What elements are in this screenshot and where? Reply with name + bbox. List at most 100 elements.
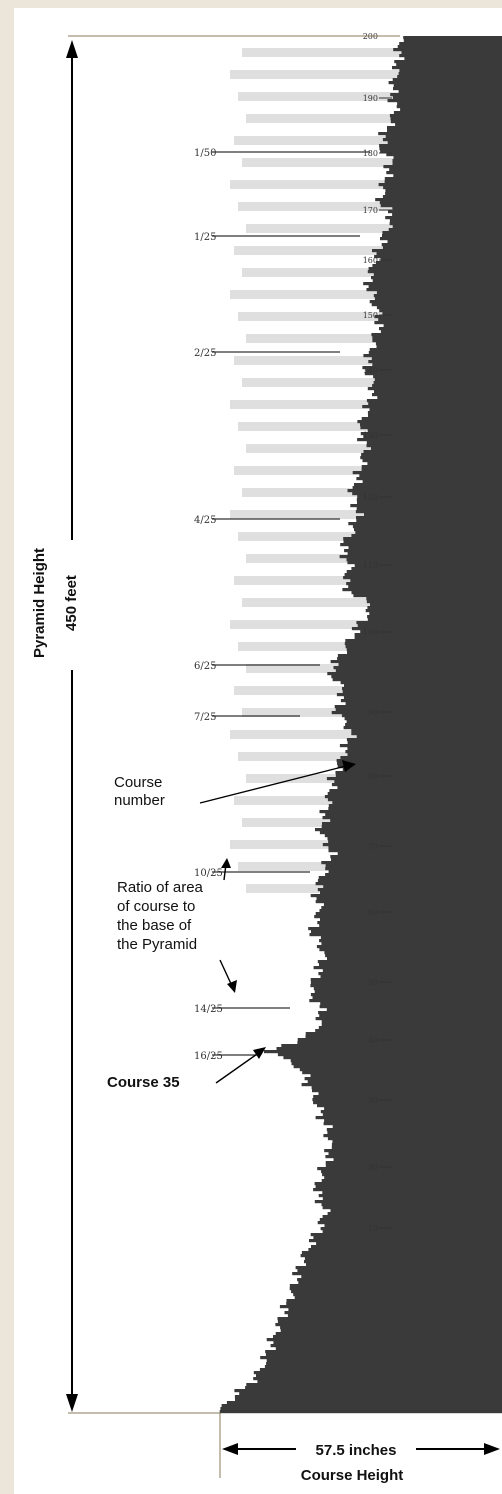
course-bar (318, 972, 502, 976)
course-bar (297, 1278, 502, 1282)
course-bar (257, 1380, 502, 1384)
course-bar (304, 1257, 502, 1261)
course-number-tick-120: 120 (363, 493, 378, 502)
ratio-label-1-25: 1/25 (194, 232, 216, 243)
print-line (230, 400, 400, 409)
course-bar (310, 984, 502, 988)
course-bar (397, 45, 502, 49)
course-bar (311, 1245, 502, 1249)
course-bar (340, 543, 502, 547)
course-number-tick-60: 60 (368, 908, 378, 917)
course-bar (253, 1371, 502, 1375)
course-bar (270, 1344, 502, 1348)
course-bar (332, 1140, 502, 1144)
course-bar (315, 1017, 502, 1021)
course-number-tick-10: 10 (368, 1224, 378, 1233)
course-bar (367, 411, 502, 415)
course-bar (340, 681, 502, 685)
course-bar (318, 1194, 502, 1198)
course-bar (348, 546, 502, 550)
course-bar (325, 873, 502, 877)
course-bar (316, 1242, 502, 1246)
ratio-label-line4: the Pyramid (117, 936, 197, 953)
course-bar (328, 807, 502, 811)
print-line (234, 136, 404, 145)
ratio-label-7-25: 7/25 (194, 712, 216, 723)
course-bar (387, 141, 502, 145)
course-bar (325, 954, 502, 958)
course-bar (371, 447, 502, 451)
course-bar (378, 132, 502, 136)
course-bar (325, 1155, 502, 1159)
course-bar (375, 198, 502, 202)
course-bar (360, 630, 502, 634)
course-bar (280, 1326, 502, 1330)
course-bar (310, 981, 502, 985)
course-bar (315, 828, 502, 832)
course-bar (351, 591, 502, 595)
course-bar (347, 552, 502, 556)
course-bar (397, 102, 502, 106)
print-line (238, 642, 408, 651)
course-bar (384, 177, 502, 181)
course-bar (221, 1404, 502, 1408)
course-bar (306, 1263, 502, 1267)
course-bar (356, 621, 502, 625)
course-bar (330, 1209, 502, 1213)
print-line (230, 840, 400, 849)
course-bar (385, 135, 502, 139)
course-bar (383, 324, 502, 328)
course-bar (376, 291, 502, 295)
course-bar (351, 732, 502, 736)
course-bar (324, 795, 502, 799)
course-bar (367, 615, 502, 619)
course-bar (327, 1131, 502, 1135)
course-bar (343, 540, 502, 544)
print-line (230, 290, 400, 299)
course-bar (371, 357, 502, 361)
course-bar (313, 1101, 502, 1105)
ratio-label-16-25: 16/25 (194, 1051, 223, 1062)
course-bar (366, 597, 502, 601)
course-bar (324, 1107, 502, 1111)
course-bar (340, 756, 502, 760)
course-bar (347, 489, 502, 493)
course-bar (295, 1266, 502, 1270)
course-bar (287, 1314, 502, 1318)
course-number-tick-40: 40 (368, 1036, 378, 1045)
course-bar (313, 966, 502, 970)
course-bar (300, 1254, 502, 1258)
course-bar (324, 1176, 502, 1180)
course-bar (328, 846, 502, 850)
course-bar (266, 1359, 502, 1363)
course-bar (382, 231, 502, 235)
course-bar (334, 705, 502, 709)
course-bar (394, 60, 502, 64)
course-bar (347, 741, 502, 745)
course-bar (368, 402, 502, 406)
course-bar (372, 249, 502, 253)
course-bar (330, 819, 502, 823)
course-bar (338, 663, 502, 667)
course-bar (387, 126, 502, 130)
course-bar (346, 558, 502, 562)
ratio-label-14-25: 14/25 (194, 1004, 223, 1015)
course-bar (376, 345, 502, 349)
course-bar (372, 279, 502, 283)
course-bar (310, 1233, 502, 1237)
course-number-tick-110: 110 (363, 561, 378, 570)
print-line (242, 268, 412, 277)
course-bar (320, 1002, 502, 1006)
course-bar (367, 618, 502, 622)
course-bar (317, 879, 502, 883)
course-bar (386, 153, 502, 157)
course-bar (380, 330, 502, 334)
course-bar (284, 1311, 502, 1315)
course-bar (400, 108, 502, 112)
course-bar (322, 969, 502, 973)
course-bar (325, 1164, 502, 1168)
course-bar (373, 381, 502, 385)
course-bar (314, 990, 502, 994)
ratio-label-6-25: 6/25 (194, 661, 216, 672)
print-line (234, 466, 404, 475)
